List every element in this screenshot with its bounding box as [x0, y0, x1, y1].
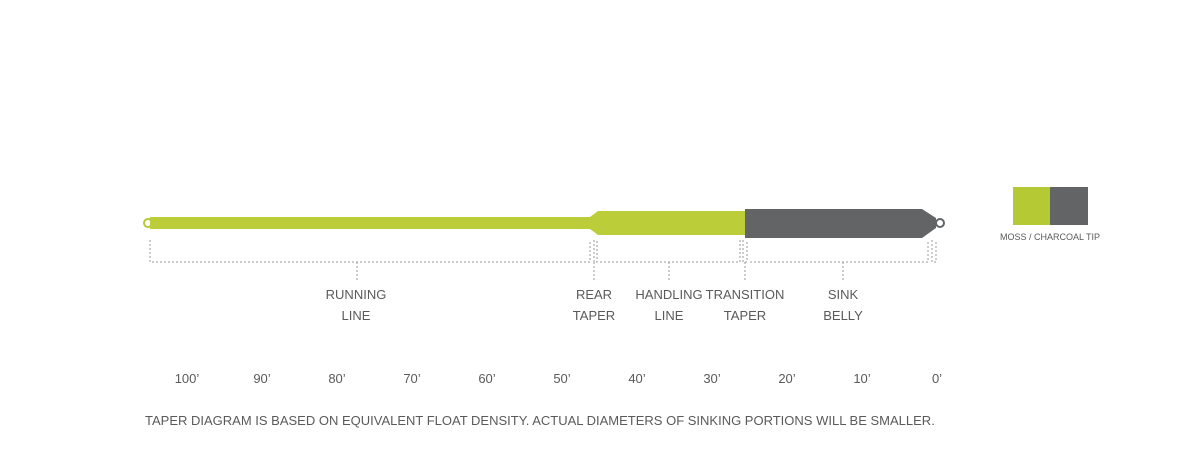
legend: MOSS / CHARCOAL TIP — [1000, 187, 1100, 242]
charcoal-tip — [745, 209, 936, 238]
section-brackets — [149, 240, 937, 280]
scale-label: 50’ — [553, 371, 570, 386]
legend-label: MOSS / CHARCOAL TIP — [1000, 232, 1100, 242]
section-label: LINE — [655, 308, 684, 323]
section-label: RUNNING — [326, 287, 387, 302]
section-label: HANDLING — [635, 287, 702, 302]
bracket — [149, 240, 591, 263]
scale-label: 30’ — [703, 371, 720, 386]
section-label: TAPER — [573, 308, 615, 323]
section-label: TRANSITION — [706, 287, 785, 302]
section-label: SINK — [828, 287, 859, 302]
bracket — [750, 240, 937, 263]
footnote: TAPER DIAGRAM IS BASED ON EQUIVALENT FLO… — [145, 413, 935, 428]
legend-swatch-charcoal — [1050, 187, 1088, 225]
section-label: BELLY — [823, 308, 863, 323]
scale-label: 40’ — [628, 371, 645, 386]
section-label: LINE — [342, 308, 371, 323]
distance-scale: 100’ 90’ 80’ 70’ 60’ 50’ 40’ 30’ 20’ 10’ 0’ — [175, 371, 942, 386]
scale-label: 70’ — [403, 371, 420, 386]
scale-label: 10’ — [853, 371, 870, 386]
connector — [356, 262, 844, 280]
bracket — [593, 240, 598, 263]
scale-label: 80’ — [328, 371, 345, 386]
scale-label: 20’ — [778, 371, 795, 386]
bracket — [600, 240, 741, 263]
section-label: TAPER — [724, 308, 766, 323]
scale-label: 60’ — [478, 371, 495, 386]
scale-label: 0’ — [932, 371, 942, 386]
section-labels: RUNNING LINE REAR TAPER HANDLING LINE TR… — [326, 287, 863, 323]
section-label: REAR — [576, 287, 612, 302]
moss-section — [150, 211, 745, 235]
scale-label: 90’ — [253, 371, 270, 386]
front-loop — [935, 218, 945, 228]
legend-swatch-moss — [1013, 187, 1050, 225]
bracket — [742, 240, 748, 263]
fly-line — [143, 209, 945, 238]
scale-label: 100’ — [175, 371, 200, 386]
